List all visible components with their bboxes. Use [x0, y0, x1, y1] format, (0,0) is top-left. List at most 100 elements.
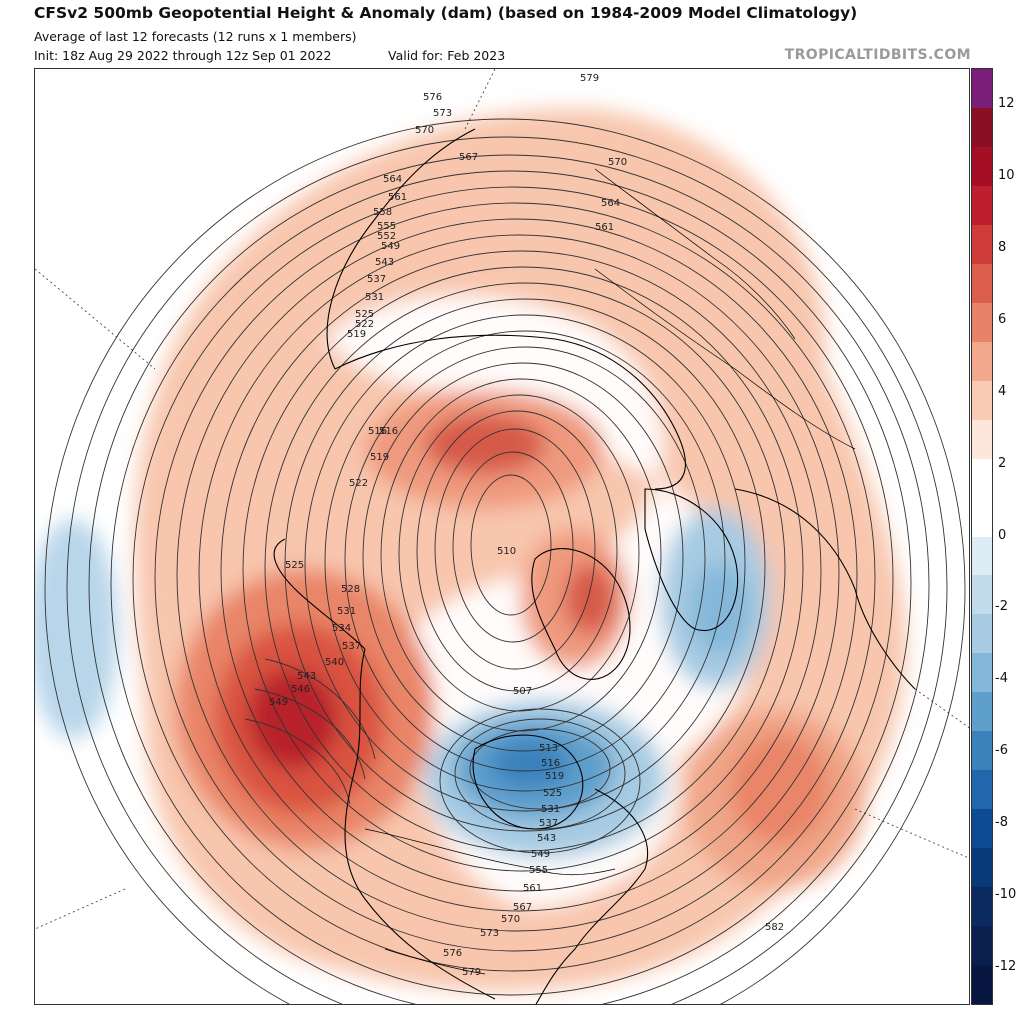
colorbar-tick-label: -10: [995, 887, 1017, 903]
colorbar-segment: [972, 965, 992, 1004]
contour-label: 531: [541, 804, 560, 815]
contour-label: 525: [285, 560, 304, 571]
page-title: CFSv2 500mb Geopotential Height & Anomal…: [34, 4, 858, 22]
brand-watermark: TROPICALTIDBITS.COM: [784, 47, 971, 63]
us-canada-border: [364, 828, 616, 876]
contour-label: 576: [443, 948, 462, 959]
height-contours: [44, 118, 966, 1004]
colorbar-segment: [972, 536, 992, 576]
contour-label: 570: [415, 125, 434, 136]
colorbar-tick-label: -12: [995, 959, 1017, 974]
colorbar-tick-label: 12: [998, 96, 1015, 111]
china-border: [594, 168, 796, 340]
colorbar-segment: [972, 809, 992, 849]
contour-label: 576: [423, 92, 442, 103]
colorbar-tick-label: 2: [998, 455, 1007, 471]
contour-label: 546: [291, 684, 310, 695]
contour-label: 516: [368, 426, 387, 437]
colorbar-segment: [972, 458, 992, 499]
contour-label: 549: [269, 697, 288, 708]
positive-anomaly-siberia-core: [425, 414, 545, 474]
colorbar-segment: [972, 419, 992, 460]
contour-label: 561: [388, 192, 407, 203]
greenland-coast: [531, 548, 631, 680]
asia-east-coast: [326, 128, 476, 370]
contour-label: 531: [337, 606, 356, 617]
contour-label: 507: [513, 686, 532, 697]
colorbar-segment: [972, 575, 992, 615]
colorbar-segment: [972, 770, 992, 810]
contour-label: 522: [349, 478, 368, 489]
contour-label: 555: [529, 865, 548, 876]
colorbar-segment: [972, 224, 992, 265]
contour-label: 540: [325, 657, 344, 668]
init-time: Init: 18z Aug 29 2022 through 12z Sep 01…: [34, 48, 332, 63]
colorbar-tick-label: 0: [998, 527, 1007, 543]
colorbar-segment: [972, 341, 992, 382]
contour-label: 543: [297, 671, 316, 682]
anomaly-map: 579 576 573 570 567 564 561 558 555 552 …: [35, 69, 969, 1004]
contour-label: 555: [377, 221, 396, 232]
colorbar: [971, 68, 993, 1005]
colorbar-segment: [972, 107, 992, 148]
colorbar-segment: [972, 69, 992, 109]
colorbar-segment: [972, 185, 992, 226]
contour-label: 513: [539, 743, 558, 754]
contour-label: 561: [595, 222, 614, 233]
contour-label: 510: [497, 546, 516, 557]
contour-label: 543: [537, 833, 556, 844]
valid-time: Valid for: Feb 2023: [388, 48, 506, 63]
negative-anomaly-hudson-core: [490, 739, 570, 789]
colorbar-tick-label: -6: [995, 743, 1008, 759]
contour-label: 516: [379, 426, 398, 437]
europe-coast: [734, 488, 916, 690]
contour-label: 537: [539, 818, 558, 829]
contour-label: 519: [347, 329, 366, 340]
contour-label: 531: [365, 292, 384, 303]
colorbar-segment: [972, 497, 992, 537]
positive-anomaly-greenland-core: [565, 564, 615, 634]
colorbar-segment: [972, 692, 992, 732]
contour-label: 570: [608, 157, 627, 168]
colorbar-segment: [972, 653, 992, 693]
contour-label: 579: [462, 967, 481, 978]
colorbar-segment: [972, 380, 992, 421]
contour-label: 573: [433, 108, 452, 119]
contour-label: 567: [513, 902, 532, 913]
colorbar-segment: [972, 614, 992, 654]
subtitle: Average of last 12 forecasts (12 runs x …: [34, 29, 357, 44]
hudson-bay-coast: [472, 734, 584, 830]
scandinavia-coast: [644, 488, 739, 632]
contour-label: 525: [543, 788, 562, 799]
contour-label: 522: [355, 319, 374, 330]
colorbar-segment: [972, 848, 992, 888]
colorbar-segment: [972, 146, 992, 187]
contour-label: 549: [531, 849, 550, 860]
colorbar-tick-label: -4: [995, 671, 1008, 687]
borders: [364, 168, 856, 975]
coastlines: [273, 128, 916, 1004]
contour-label: 570: [501, 914, 520, 925]
map-panel: 579 576 573 570 567 564 561 558 555 552 …: [34, 68, 970, 1005]
contour-label: 558: [373, 207, 392, 218]
colorbar-segment: [972, 263, 992, 304]
contour-label: 537: [342, 641, 361, 652]
colorbar-segment: [972, 731, 992, 771]
colorbar-tick-label: 8: [998, 239, 1007, 255]
colorbar-tick-label: 4: [998, 383, 1007, 399]
header: CFSv2 500mb Geopotential Height & Anomal…: [0, 0, 1024, 70]
russia-border: [594, 268, 856, 450]
eurasia-north-coast: [334, 334, 686, 490]
contour-label: 537: [367, 274, 386, 285]
contour-label: 519: [545, 771, 564, 782]
contour-label: 549: [381, 241, 400, 252]
contour-label: 573: [480, 928, 499, 939]
colorbar-segment: [972, 887, 992, 927]
contour-label: 552: [377, 231, 396, 242]
contour-label: 534: [332, 623, 351, 634]
contour-label: 564: [601, 198, 620, 209]
contour-label: 528: [341, 584, 360, 595]
positive-anomaly-atlantic-core: [730, 734, 830, 844]
contour-label: 579: [580, 73, 599, 84]
graticule: [35, 69, 969, 930]
